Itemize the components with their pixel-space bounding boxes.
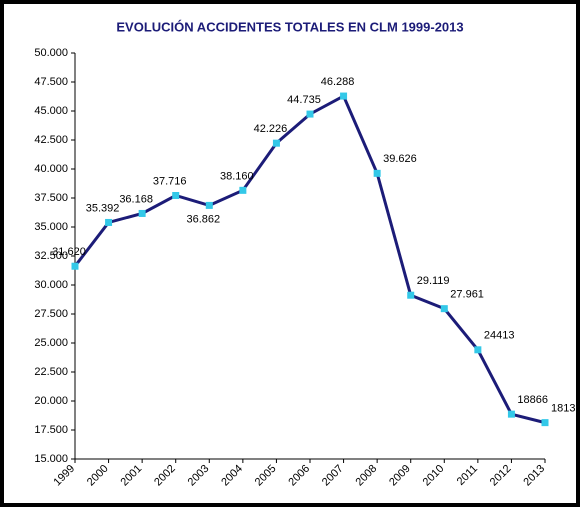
value-label: 36.862 xyxy=(186,213,220,225)
value-label: 36.168 xyxy=(119,193,153,205)
value-label: 31.620 xyxy=(52,246,86,258)
value-label: 18866 xyxy=(517,394,548,406)
marker xyxy=(172,191,180,199)
y-tick-label: 27.500 xyxy=(34,308,68,320)
marker xyxy=(407,291,415,299)
y-tick-label: 40.000 xyxy=(34,163,68,175)
value-label: 44.735 xyxy=(287,94,321,106)
value-label: 39.626 xyxy=(383,153,417,165)
y-tick-label: 42.500 xyxy=(34,134,68,146)
y-tick-label: 30.000 xyxy=(34,279,68,291)
marker xyxy=(507,410,515,418)
value-label: 46.288 xyxy=(321,76,355,88)
marker xyxy=(272,139,280,147)
value-label: 42.226 xyxy=(254,123,288,135)
y-tick-label: 32.500 xyxy=(34,250,68,262)
y-tick-label: 17.500 xyxy=(34,424,68,436)
marker xyxy=(105,218,113,226)
y-tick-label: 47.500 xyxy=(34,76,68,88)
value-label: 24413 xyxy=(484,330,515,342)
y-tick-label: 20.000 xyxy=(34,395,68,407)
y-tick-label: 15.000 xyxy=(34,453,68,465)
value-label: 38.160 xyxy=(220,170,254,182)
value-label: 35.392 xyxy=(86,202,120,214)
y-tick-label: 37.500 xyxy=(34,192,68,204)
marker xyxy=(71,262,79,270)
marker xyxy=(340,92,348,100)
value-label: 18135 xyxy=(551,403,580,415)
marker xyxy=(239,186,247,194)
value-label: 29.119 xyxy=(417,275,450,287)
value-label: 37.716 xyxy=(153,175,187,187)
marker xyxy=(373,169,381,177)
y-tick-label: 35.000 xyxy=(34,221,68,233)
marker xyxy=(474,346,482,354)
marker xyxy=(205,201,213,209)
chart-title: EVOLUCIÓN ACCIDENTES TOTALES EN CLM 1999… xyxy=(116,19,463,34)
value-label: 27.961 xyxy=(450,289,484,301)
y-tick-label: 22.500 xyxy=(34,366,68,378)
y-tick-label: 50.000 xyxy=(34,47,68,59)
y-tick-label: 25.000 xyxy=(34,337,68,349)
y-tick-label: 45.000 xyxy=(34,105,68,117)
marker xyxy=(138,209,146,217)
marker xyxy=(306,110,314,118)
marker xyxy=(440,305,448,313)
marker xyxy=(541,419,549,427)
